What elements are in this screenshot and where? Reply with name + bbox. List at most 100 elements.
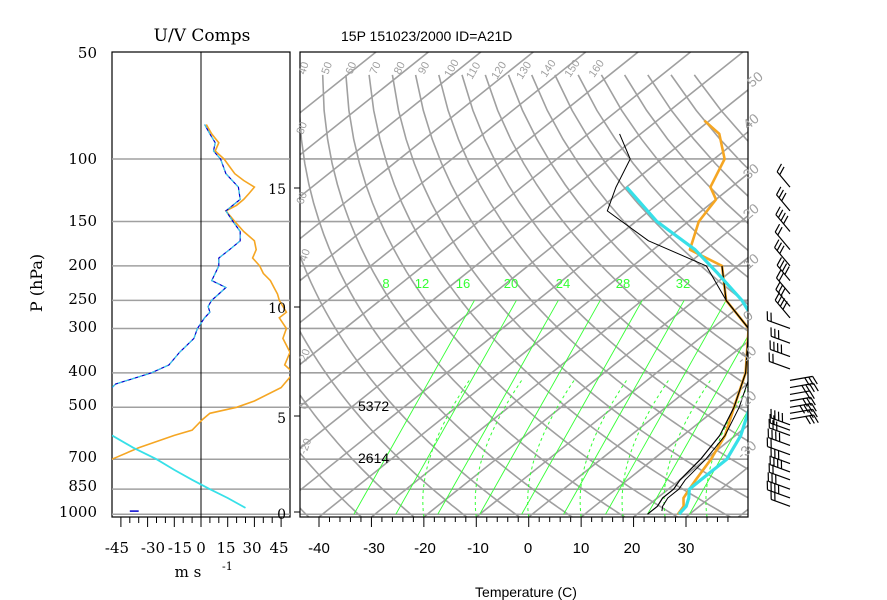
isotherm [633, 424, 748, 517]
dry-adiabat [484, 74, 748, 387]
wind-barb-feather [780, 287, 786, 296]
wind-barb-feather [776, 163, 782, 173]
dry-adiabat [438, 74, 748, 443]
wind-barb-feather [809, 415, 815, 424]
wind-barb-feather [777, 295, 783, 304]
theta-label: 160 [587, 58, 607, 80]
wind-barb-feather [775, 269, 782, 279]
wind-barb-feather [774, 239, 780, 248]
mixing-ratio-label: 20 [504, 276, 518, 291]
temperature-tick-label: -40 [308, 540, 330, 557]
wind-barb-feather [776, 257, 782, 266]
isotherm [318, 172, 748, 517]
theta-e-label: 50 [744, 68, 766, 90]
pressure-tick-label: 1000 [59, 503, 97, 521]
wind-series-overlay [112, 124, 241, 388]
wind-barb-shaft [769, 360, 791, 370]
dry-adiabat [461, 74, 748, 415]
side-grid-labels: 80 60 40 20 0 -20 [295, 120, 315, 456]
moist-adiabat [422, 379, 471, 517]
wind-barb-feather [779, 260, 785, 269]
dry-adiabat [300, 393, 415, 517]
height-tick-labels: 15 10 5 0 [268, 182, 286, 523]
dry-adiabat [300, 329, 468, 517]
wind-barb-feather [802, 398, 808, 407]
wind-barb-feather [774, 223, 781, 233]
level-annotation: 5372 [358, 398, 389, 414]
pressure-tick-label: 500 [68, 396, 97, 414]
mixing-ratio-label: 32 [676, 276, 690, 291]
wind-barb-shaft [789, 390, 810, 396]
side-grid-label: 60 [295, 190, 310, 206]
wind-barb-shaft [776, 264, 791, 282]
isotherm [300, 52, 482, 198]
wind-tick-labels: -45 -30 -15 0 15 30 45 [105, 539, 289, 557]
mixing-ratio-line [437, 300, 559, 515]
pressure-tick-label: 200 [68, 256, 97, 274]
wind-barb-feather [803, 404, 809, 413]
mixing-ratio-line [479, 300, 601, 515]
theta-label: 80 [392, 60, 408, 76]
dry-adiabat [300, 253, 520, 517]
dry-adiabat [368, 74, 731, 517]
isotherm-lines [300, 52, 748, 517]
wind-series-group [112, 124, 290, 512]
wind-unit-label: m s [175, 563, 202, 581]
sounding-profiles [606, 119, 748, 516]
wind-barb-feather [781, 192, 787, 202]
theta-label: 60 [344, 60, 360, 76]
wind-series-line [112, 434, 246, 509]
isotherm [528, 340, 748, 517]
wind-unit-exponent: -1 [222, 560, 233, 573]
main-title: 15P 151023/2000 ID=A21D [341, 28, 512, 44]
theta-e-label: -20 [734, 387, 760, 412]
mixing-ratio-line [563, 300, 685, 515]
mixing-ratio-line [395, 300, 517, 515]
wind-barb-feather [781, 263, 788, 272]
skew-t-panel: -40 -30 -20 -10 0 10 20 30 Temperature (… [268, 51, 766, 600]
isotherm [300, 52, 587, 282]
sounding-line [625, 186, 748, 516]
wind-series-line [112, 124, 290, 460]
pressure-tick-label: 100 [68, 150, 97, 168]
temperature-tick-label: 10 [573, 540, 590, 557]
dry-adiabat [300, 506, 310, 517]
wind-barb-feather [779, 245, 785, 254]
wind-barb-feather [809, 390, 815, 399]
theta-e-label: -10 [734, 342, 760, 367]
temperature-tick-label: -30 [363, 540, 385, 557]
wind-component-panel: -45 -30 -15 0 15 30 45 m s -1 [105, 51, 291, 581]
wind-barb-feather [777, 284, 784, 293]
side-grid-label: -20 [298, 437, 315, 456]
skew-t-grid [300, 52, 748, 517]
theta-label: 90 [416, 60, 432, 76]
wind-barb-feather [779, 166, 785, 176]
wind-barb-feather [805, 416, 811, 425]
mixing-ratio-line [689, 409, 748, 515]
isotherm [300, 52, 377, 114]
wind-barb-feather [775, 206, 781, 215]
dry-adiabat [321, 74, 626, 517]
pressure-axis-label: P (hPa) [27, 254, 46, 312]
pressure-tick-labels: 50 100 150 200 250 300 400 500 700 850 1… [59, 44, 97, 521]
isotherm [300, 130, 748, 492]
moist-adiabat [474, 379, 523, 517]
dry-adiabat [345, 74, 678, 517]
mixing-ratio-line [605, 300, 727, 515]
wind-barb-feather [774, 292, 781, 301]
wind-barb-feather [775, 186, 782, 196]
pressure-tick-label: 250 [68, 290, 97, 308]
wind-barb-feather [806, 397, 812, 407]
temperature-tick-labels: -40 -30 -20 -10 0 10 20 30 [308, 540, 694, 557]
temperature-tick-label: 20 [624, 540, 641, 557]
theta-label: 50 [320, 60, 335, 76]
temperature-axis-label: Temperature (C) [475, 584, 577, 600]
level-annotation: 2614 [358, 450, 389, 466]
height-tick-label: 0 [277, 507, 286, 523]
wind-barb-feather [779, 298, 786, 307]
mixing-ratio-line [353, 300, 475, 515]
side-grid-label: 80 [295, 120, 310, 136]
moist-adiabat [621, 379, 670, 517]
wind-barb-feather [811, 403, 817, 412]
